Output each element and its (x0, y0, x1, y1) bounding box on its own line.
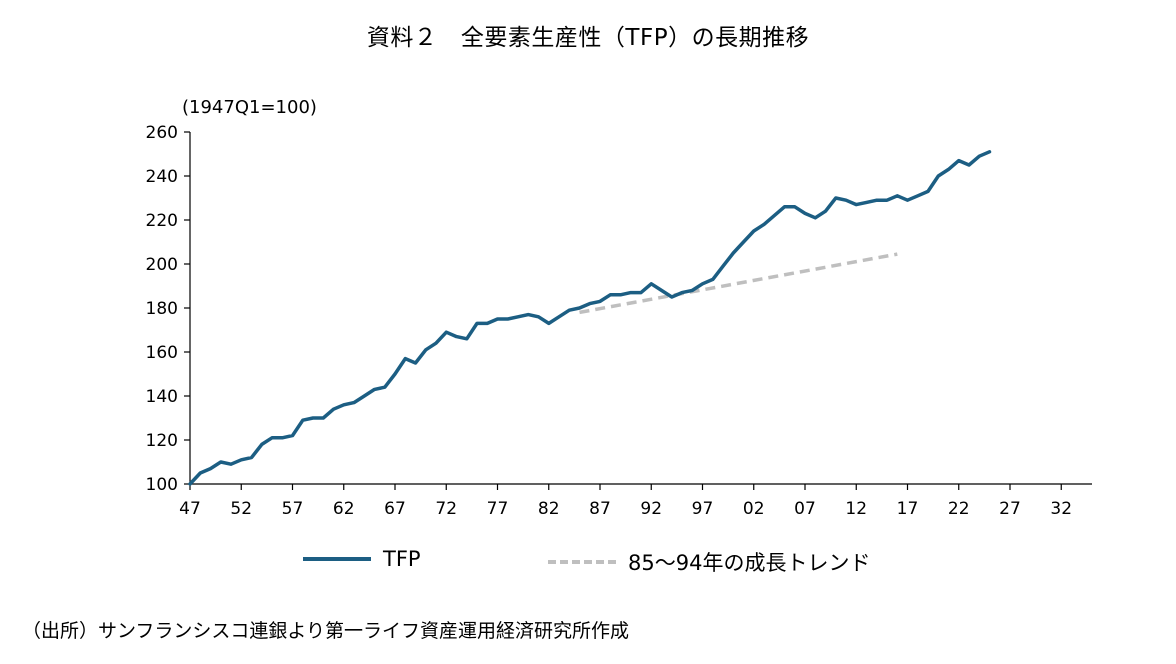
y-tick-label: 140 (146, 387, 178, 407)
x-tick-label: 97 (692, 499, 714, 519)
x-tick-label: 22 (948, 499, 970, 519)
x-tick-label: 02 (743, 499, 765, 519)
x-tick-label: 17 (897, 499, 919, 519)
legend-swatch-trend (548, 560, 616, 564)
x-tick-label: 47 (179, 499, 201, 519)
legend: TFP 85～94年の成長トレンド (0, 547, 1176, 577)
y-tick-label: 120 (146, 431, 178, 451)
tfp-series-line (188, 150, 992, 486)
legend-label-trend: 85～94年の成長トレンド (628, 551, 871, 575)
y-axis-unit-label: (1947Q1=100) (182, 97, 317, 118)
legend-item-trend: 85～94年の成長トレンド (548, 547, 870, 577)
y-axis: 100 120 140 160 180 200 220 240 260 (146, 123, 191, 495)
x-tick-label: 77 (487, 499, 509, 519)
x-axis: 47 52 57 62 67 72 77 82 87 92 97 02 07 12 17 22 27 32 (179, 483, 1092, 519)
x-tick-label: 87 (589, 499, 611, 519)
y-tick-label: 240 (146, 167, 178, 187)
series-layer (188, 150, 992, 486)
legend-label-tfp: TFP (383, 547, 421, 571)
trend-series-line (579, 252, 898, 315)
legend-swatch-tfp (303, 557, 371, 561)
y-tick-label: 180 (146, 299, 178, 319)
x-tick-label: 57 (282, 499, 304, 519)
x-tick-label: 62 (333, 499, 355, 519)
x-tick-label: 27 (999, 499, 1021, 519)
y-tick-label: 220 (146, 211, 178, 231)
x-tick-label: 07 (794, 499, 816, 519)
source-note: （出所）サンフランシスコ連銀より第一ライフ資産運用経済研究所作成 (22, 620, 630, 642)
y-tick-label: 160 (146, 343, 178, 363)
x-tick-label: 12 (845, 499, 867, 519)
x-tick-label: 72 (435, 499, 457, 519)
chart-title: 資料２ 全要素生産性（TFP）の長期推移 (366, 25, 810, 51)
x-tick-label: 52 (230, 499, 252, 519)
y-tick-label: 200 (146, 255, 178, 275)
x-tick-label: 32 (1050, 499, 1072, 519)
x-tick-label: 67 (384, 499, 406, 519)
legend-item-tfp: TFP (303, 547, 421, 571)
y-tick-label: 260 (146, 123, 178, 143)
x-tick-label: 82 (538, 499, 560, 519)
x-tick-label: 92 (640, 499, 662, 519)
y-tick-label: 100 (146, 475, 178, 495)
